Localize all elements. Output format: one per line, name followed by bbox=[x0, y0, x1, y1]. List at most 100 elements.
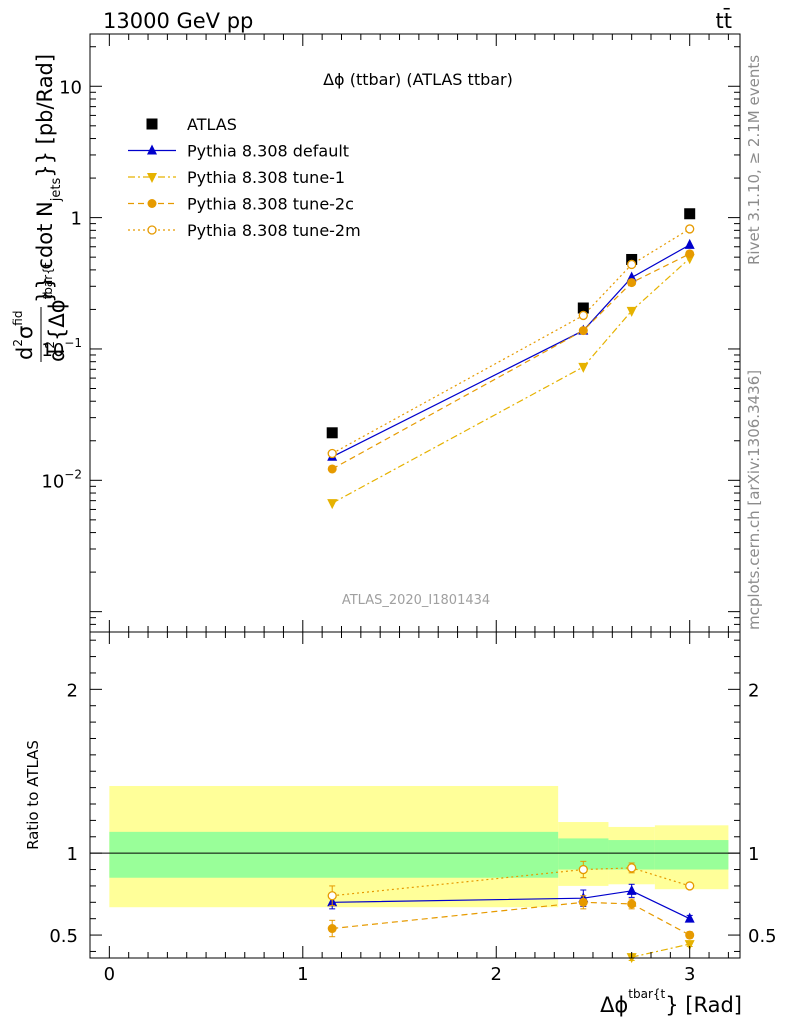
ratio-series-markers bbox=[327, 860, 695, 964]
ylabel-fid: fid bbox=[11, 311, 25, 326]
marker-triangle-up bbox=[147, 144, 157, 155]
marker-circle bbox=[578, 326, 588, 336]
marker-triangle-down bbox=[147, 173, 157, 183]
y-tick-label: 10 bbox=[59, 77, 82, 98]
marker-circle-open bbox=[578, 310, 588, 321]
marker-triangle-down bbox=[626, 306, 637, 317]
ylabel-sigma: σ bbox=[13, 326, 37, 339]
series-line bbox=[331, 253, 690, 470]
marker-circle bbox=[685, 249, 695, 259]
ylabel-tbar: tbar{t bbox=[41, 262, 55, 299]
ratio-ticks: 0.5 0.5 1 1 2 2 0 1 2 3 bbox=[49, 632, 777, 985]
series-line bbox=[331, 228, 691, 455]
ratio-line bbox=[332, 901, 690, 936]
ratio-line bbox=[332, 867, 690, 897]
y-axis-label: d2σfid d2{Δϕtbar{t }} cdot Njets}} [pb/R… bbox=[11, 54, 69, 362]
y-tick-label-exp: −2 bbox=[64, 467, 82, 481]
xlabel-sup: tbar{t bbox=[628, 987, 665, 1001]
ratio-line bbox=[332, 890, 690, 920]
svg-text:}} cdot Njets}} [pb/Rad]: }} cdot Njets}} [pb/Rad] bbox=[33, 54, 64, 303]
legend-label: Pythia 8.308 tune-2c bbox=[187, 195, 354, 214]
main-title: Δϕ (ttbar) (ATLAS ttbar) bbox=[323, 70, 513, 89]
ylabel-cdot: }} cdot N bbox=[33, 201, 57, 303]
marker-square bbox=[577, 302, 589, 314]
y-tick-label: 10−2 bbox=[41, 467, 82, 492]
ratio-frame bbox=[89, 631, 741, 959]
marker-triangle-down bbox=[684, 940, 695, 951]
ylabel-jets: jets bbox=[49, 178, 64, 203]
legend-label: Pythia 8.308 tune-2m bbox=[187, 221, 361, 240]
site-label: mcplots.cern.ch [arXiv:1306.3436] bbox=[745, 370, 763, 630]
ratio-y-label: Ratio to ATLAS bbox=[24, 740, 42, 850]
marker-circle bbox=[685, 930, 695, 940]
marker-triangle-up bbox=[684, 238, 695, 249]
marker-circle-open bbox=[327, 891, 337, 901]
process-label: tt̄ bbox=[716, 8, 732, 33]
legend-label: Pythia 8.308 default bbox=[187, 142, 349, 161]
watermark: ATLAS_2020_I1801434 bbox=[342, 593, 490, 608]
marker-triangle-down bbox=[327, 499, 338, 510]
x-tick-label: 2 bbox=[491, 964, 502, 985]
y-tick-label-exp: −1 bbox=[64, 336, 82, 350]
x-tick-label: 0 bbox=[104, 964, 115, 985]
y-tick-label-base: 10 bbox=[41, 340, 64, 361]
x-axis-label: Δϕtbar{t} [Rad] bbox=[600, 987, 742, 1017]
marker-circle-open bbox=[327, 448, 337, 459]
x-tick-label: 3 bbox=[684, 964, 695, 985]
ylabel-d: d bbox=[13, 347, 37, 360]
ratio-y-tick-label: 2 bbox=[67, 680, 78, 701]
ratio-y-tick-label-right: 2 bbox=[748, 680, 759, 701]
marker-circle-open bbox=[578, 864, 588, 875]
marker-square bbox=[146, 118, 158, 130]
marker-circle bbox=[327, 464, 337, 474]
ylabel-sup2b: 2 bbox=[43, 341, 57, 349]
legend-label: ATLAS bbox=[187, 115, 237, 134]
ylabel-dphi: {Δϕ bbox=[45, 299, 69, 341]
main-series-lines bbox=[331, 228, 691, 504]
marker-square bbox=[326, 427, 338, 439]
rivet-label: Rivet 3.1.10, ≥ 2.1M events bbox=[745, 55, 763, 265]
ylabel-units: }} [pb/Rad] bbox=[33, 54, 57, 178]
ratio-y-tick-label: 1 bbox=[67, 844, 78, 865]
band-green bbox=[109, 831, 559, 878]
ratio-y-tick-label-right: 1 bbox=[748, 844, 759, 865]
svg-text:d2σfid: d2σfid bbox=[11, 311, 37, 360]
marker-circle-open bbox=[685, 881, 695, 891]
marker-square bbox=[626, 253, 638, 265]
ratio-panel: 0.5 0.5 1 1 2 2 0 1 2 3 Ratio to ATLAS Δϕtbar{t} … bbox=[24, 631, 777, 1017]
marker-circle bbox=[327, 924, 337, 934]
series-line bbox=[331, 244, 690, 458]
y-tick-label-base: 10 bbox=[41, 471, 64, 492]
ratio-line bbox=[631, 943, 690, 958]
band-green bbox=[654, 840, 729, 870]
y-tick-label: 10−1 bbox=[41, 336, 82, 361]
ylabel-d2: d bbox=[45, 349, 69, 362]
marker-square bbox=[684, 208, 696, 220]
marker-circle bbox=[147, 199, 157, 208]
ratio-series-lines bbox=[332, 867, 690, 958]
marker-circle-open bbox=[627, 259, 637, 270]
ratio-y-tick-label-right: 0.5 bbox=[748, 926, 777, 947]
main-series-markers bbox=[326, 208, 696, 510]
legend: ATLAS Pythia 8.308 default Pythia 8.308 tu… bbox=[128, 115, 361, 240]
y-tick-label: 1 bbox=[71, 209, 82, 230]
energy-label: 13000 GeV pp bbox=[103, 9, 253, 33]
legend-label: Pythia 8.308 tune-1 bbox=[187, 168, 345, 187]
marker-circle-open bbox=[685, 224, 695, 234]
marker-circle-open bbox=[627, 863, 637, 873]
marker-triangle-up bbox=[626, 884, 637, 895]
xlabel-main: Δϕ bbox=[600, 993, 628, 1017]
marker-circle bbox=[627, 899, 637, 909]
series-line bbox=[331, 257, 691, 504]
marker-circle bbox=[627, 278, 637, 288]
ratio-y-tick-label: 0.5 bbox=[49, 926, 78, 947]
marker-circle-open bbox=[147, 225, 157, 235]
ylabel-sup2a: 2 bbox=[11, 339, 25, 347]
marker-triangle-down bbox=[578, 362, 589, 373]
x-tick-label: 1 bbox=[297, 964, 308, 985]
uncertainty-bands bbox=[90, 785, 740, 908]
xlabel-tail: } [Rad] bbox=[665, 993, 742, 1017]
